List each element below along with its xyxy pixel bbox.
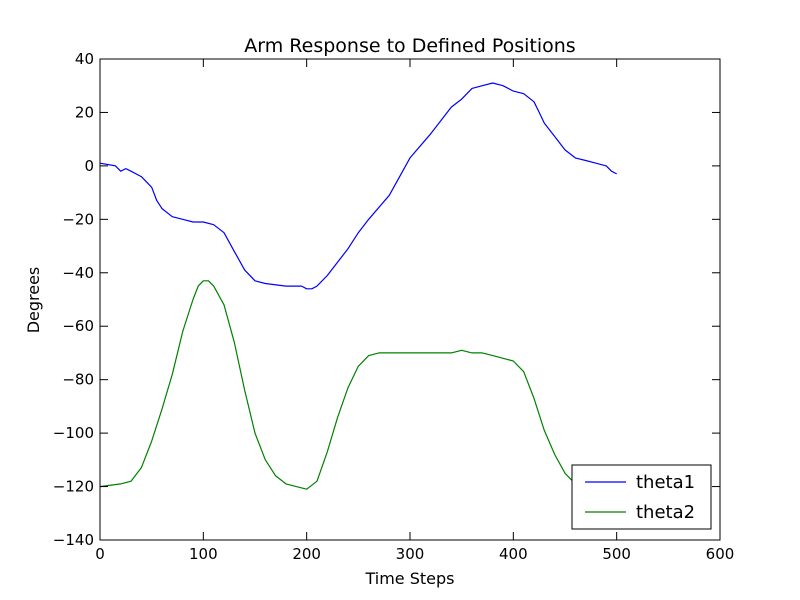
plot-area: 0 100 200 300 400 500 600−140−120−100−80−60−40…: [53, 50, 735, 563]
x-tick-label: 200: [292, 545, 321, 563]
y-axis-label: Degrees: [24, 267, 43, 334]
plot-frame: [99, 58, 721, 541]
y-tick-label: 40: [75, 50, 94, 68]
y-tick-label: −20: [62, 210, 94, 228]
legend-label-theta2: theta2: [636, 502, 695, 523]
x-tick-label: 400: [499, 545, 528, 563]
y-tick-label: 20: [75, 103, 94, 121]
y-tick-label: −140: [53, 531, 94, 549]
y-tick-label: −100: [53, 424, 94, 442]
series-line-theta1: [99, 82, 617, 290]
y-tick-label: −40: [62, 264, 94, 282]
chart-title: Arm Response to Defined Positions: [244, 35, 575, 57]
y-tick-label: −120: [53, 478, 94, 496]
x-tick-label: 100: [189, 545, 218, 563]
x-tick-label: 600: [706, 545, 735, 563]
y-tick-label: 0: [84, 157, 94, 175]
legend-box: [571, 464, 712, 530]
tick-layer: 0 100 200 300 400 500 600−140−120−100−80−60−40…: [53, 50, 735, 563]
series-layer: [99, 82, 618, 490]
series-line-theta2: [99, 280, 618, 490]
y-tick-label: −60: [62, 317, 94, 335]
x-tick-label: 0: [95, 545, 105, 563]
legend-label-theta1: theta1: [636, 472, 695, 493]
legend: theta1 theta2: [571, 464, 712, 530]
x-axis-label: Time Steps: [364, 569, 454, 588]
x-tick-label: 500: [602, 545, 631, 563]
x-tick-label: 300: [396, 545, 425, 563]
y-tick-label: −80: [62, 371, 94, 389]
